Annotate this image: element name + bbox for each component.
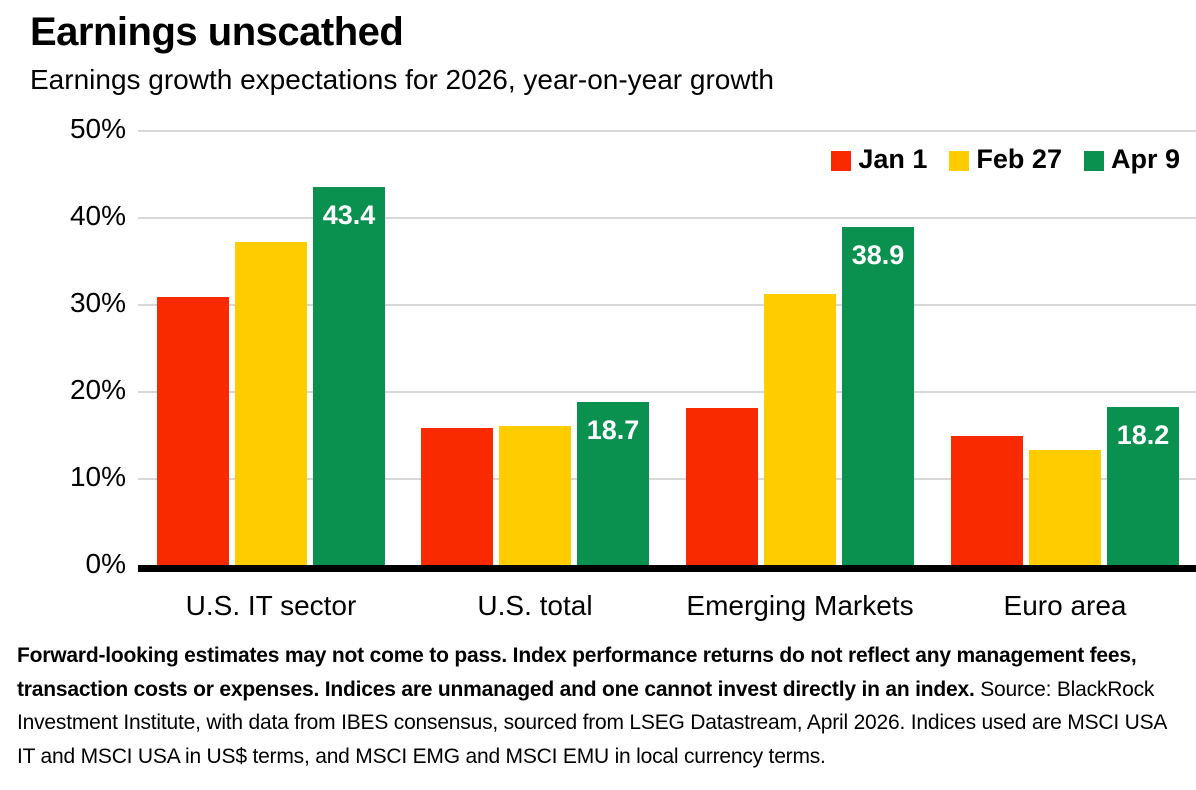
bar-jan1-emerging-markets: [686, 407, 758, 565]
bar-apr9-u-s-total: 18.7: [577, 402, 649, 565]
bar-jan1-u-s-it-sector: [157, 297, 229, 565]
bar-value-label: 18.7: [586, 415, 640, 446]
bar-value-label: 43.4: [322, 200, 376, 231]
bar-jan1-euro-area: [951, 436, 1023, 565]
y-tick-label: 30%: [69, 287, 126, 318]
bar-feb27-u-s-it-sector: [235, 242, 307, 565]
bar-apr9-emerging-markets: 38.9: [842, 226, 914, 565]
legend-item: Apr 9: [1083, 144, 1180, 175]
gridline: [138, 130, 1196, 132]
chart-title: Earnings unscathed: [30, 10, 404, 54]
bar-jan1-u-s-total: [421, 428, 493, 565]
y-tick-label: 50%: [69, 113, 126, 144]
x-axis-label: U.S. total: [477, 590, 593, 621]
legend-label: Jan 1: [858, 144, 928, 174]
legend-item: Jan 1: [831, 144, 927, 175]
bar-group: 18.7: [421, 130, 649, 565]
bar-group: 43.4: [157, 130, 385, 565]
bar-group: 38.9: [686, 130, 914, 565]
legend-item: Feb 27: [949, 144, 1062, 175]
chart-subtitle: Earnings growth expectations for 2026, y…: [30, 64, 774, 95]
y-tick-label: 10%: [69, 461, 126, 492]
y-tick-label: 0%: [85, 548, 126, 579]
footnote: Forward-looking estimates may not come t…: [17, 639, 1183, 773]
footnote-source: Source: BlackRock Investment Institute, …: [17, 677, 1167, 768]
x-axis-label: U.S. IT sector: [185, 590, 357, 621]
bar-value-label: 18.2: [1116, 419, 1170, 450]
legend-swatch-icon: [949, 150, 970, 171]
bar-apr9-u-s-it-sector: 43.4: [313, 187, 385, 565]
y-tick-label: 20%: [69, 374, 126, 405]
bar-apr9-euro-area: 18.2: [1107, 406, 1179, 565]
bar-feb27-emerging-markets: [764, 294, 836, 565]
legend-label: Apr 9: [1110, 144, 1180, 174]
y-tick-label: 40%: [69, 200, 126, 231]
footnote-disclaimer: Forward-looking estimates may not come t…: [17, 644, 1137, 701]
gridline: [138, 478, 1196, 480]
bar-group: 18.2: [951, 130, 1179, 565]
x-axis-line: [138, 565, 1196, 572]
legend-swatch-icon: [1083, 150, 1104, 171]
plot-area: 43.4 18.7 38.9 18.2: [138, 130, 1196, 572]
x-axis-label: Euro area: [1003, 590, 1127, 621]
gridline: [138, 391, 1196, 393]
x-axis-label: Emerging Markets: [686, 590, 914, 621]
bar-value-label: 38.9: [851, 239, 905, 270]
gridline: [138, 304, 1196, 306]
gridline: [138, 217, 1196, 219]
bar-feb27-u-s-total: [499, 425, 571, 565]
bar-feb27-euro-area: [1029, 450, 1101, 565]
chart-legend: Jan 1 Feb 27 Apr 9: [831, 144, 1180, 175]
legend-swatch-icon: [831, 150, 852, 171]
legend-label: Feb 27: [976, 144, 1062, 174]
